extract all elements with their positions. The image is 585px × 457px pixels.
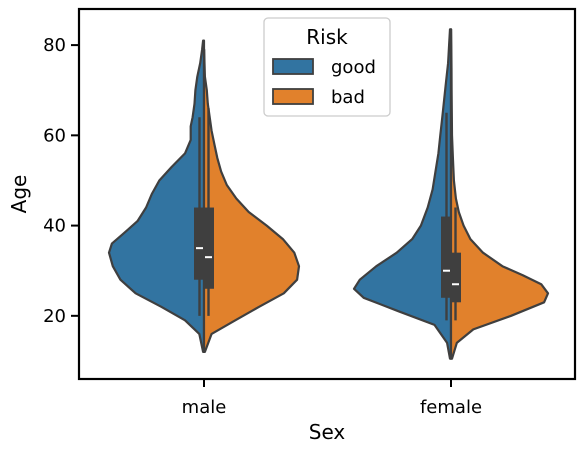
legend-label-bad: bad xyxy=(331,87,365,108)
y-tick-label-40: 40 xyxy=(43,216,66,237)
iqr-box-bad-male xyxy=(203,207,214,289)
violin-bad-female xyxy=(449,28,550,360)
x-tick-label-female: female xyxy=(420,397,482,418)
plot-frame xyxy=(77,7,577,381)
violin-good-female xyxy=(352,28,453,360)
y-axis-label: Age xyxy=(7,175,31,214)
violin-good-male xyxy=(107,39,206,353)
legend-swatch-good xyxy=(272,58,314,75)
legend-swatch-bad xyxy=(272,88,314,105)
iqr-box-good-female xyxy=(441,216,452,298)
y-tick-label-20: 20 xyxy=(43,306,66,327)
iqr-box-bad-female xyxy=(450,252,461,303)
y-tick-label-80: 80 xyxy=(43,35,66,56)
violin-bad-male xyxy=(202,48,301,353)
x-axis-label: Sex xyxy=(309,420,346,444)
legend-label-good: good xyxy=(331,57,376,78)
iqr-box-good-male xyxy=(194,207,205,280)
x-tick-label-male: male xyxy=(182,397,227,418)
legend-title: Risk xyxy=(306,25,348,49)
y-tick-label-60: 60 xyxy=(43,125,66,146)
